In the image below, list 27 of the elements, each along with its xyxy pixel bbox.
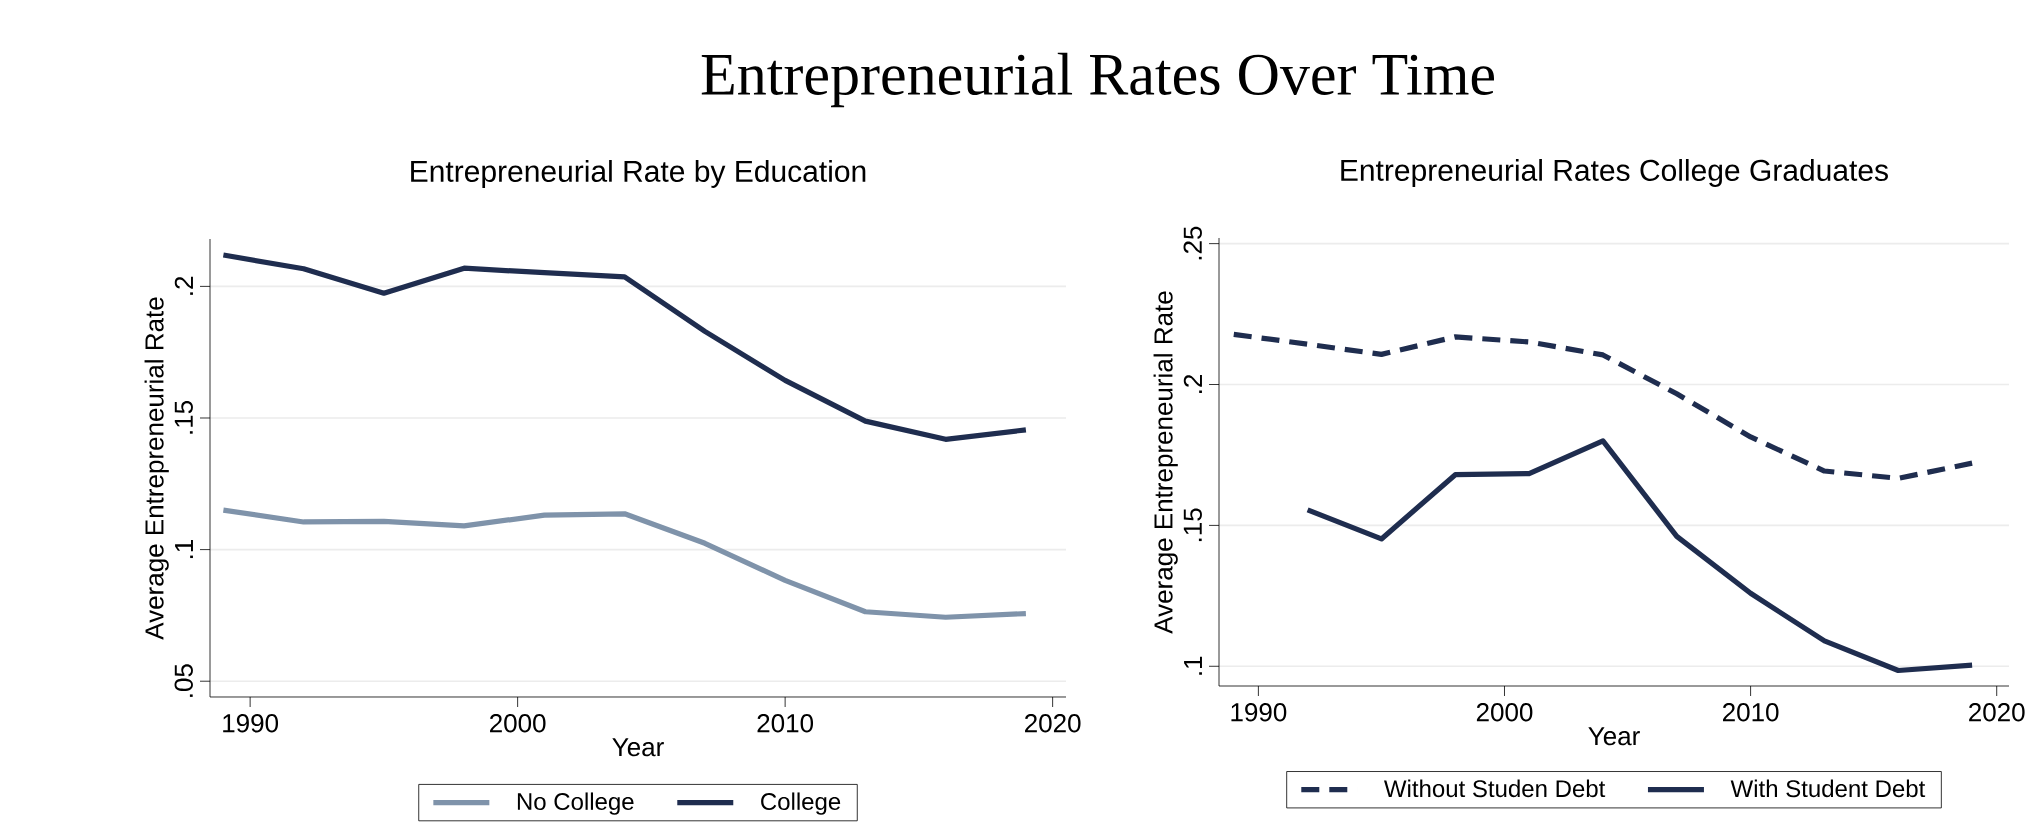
x-tick-label: 2020 [1969,703,2025,722]
y-axis-title: Average Entrepreneurial Rate [1153,291,1178,634]
y-tick-label: .15 [1183,508,1202,542]
x-tick-label: 2000 [1476,703,1533,722]
legend-label: College [761,792,841,815]
y-tick-label: .05 [174,664,193,697]
legend-label: Without Studen Debt [1383,779,1606,798]
x-axis-title: Year [612,738,664,757]
legend-label: No College [517,792,634,815]
chart-title: Entrepreneurial Rates College Graduates [1341,158,1888,187]
y-tick-label: .15 [174,401,193,434]
x-tick-label: 2010 [757,714,814,733]
legend-label: With Student Debt [1730,779,1926,798]
y-tick-label: .2 [174,276,193,295]
y-tick-label: .1 [1184,656,1202,675]
x-tick-label: 1990 [223,714,279,733]
x-axis-title: Year [1588,727,1640,746]
y-tick-label: .2 [1183,374,1202,393]
x-tick-label: 2010 [1723,703,1779,722]
x-tick-label: 2020 [1025,714,1081,733]
y-axis-title: Average Entrepreneurial Rate [144,297,169,640]
y-tick-label: .25 [1183,226,1202,260]
x-tick-label: 1990 [1231,703,1287,722]
chart-title: Entrepreneurial Rate by Education [411,159,866,188]
y-tick-label: .1 [175,540,193,559]
text: Entrepreneurial Rates Over Time [701,52,1494,108]
x-tick-label: 2000 [490,714,546,733]
